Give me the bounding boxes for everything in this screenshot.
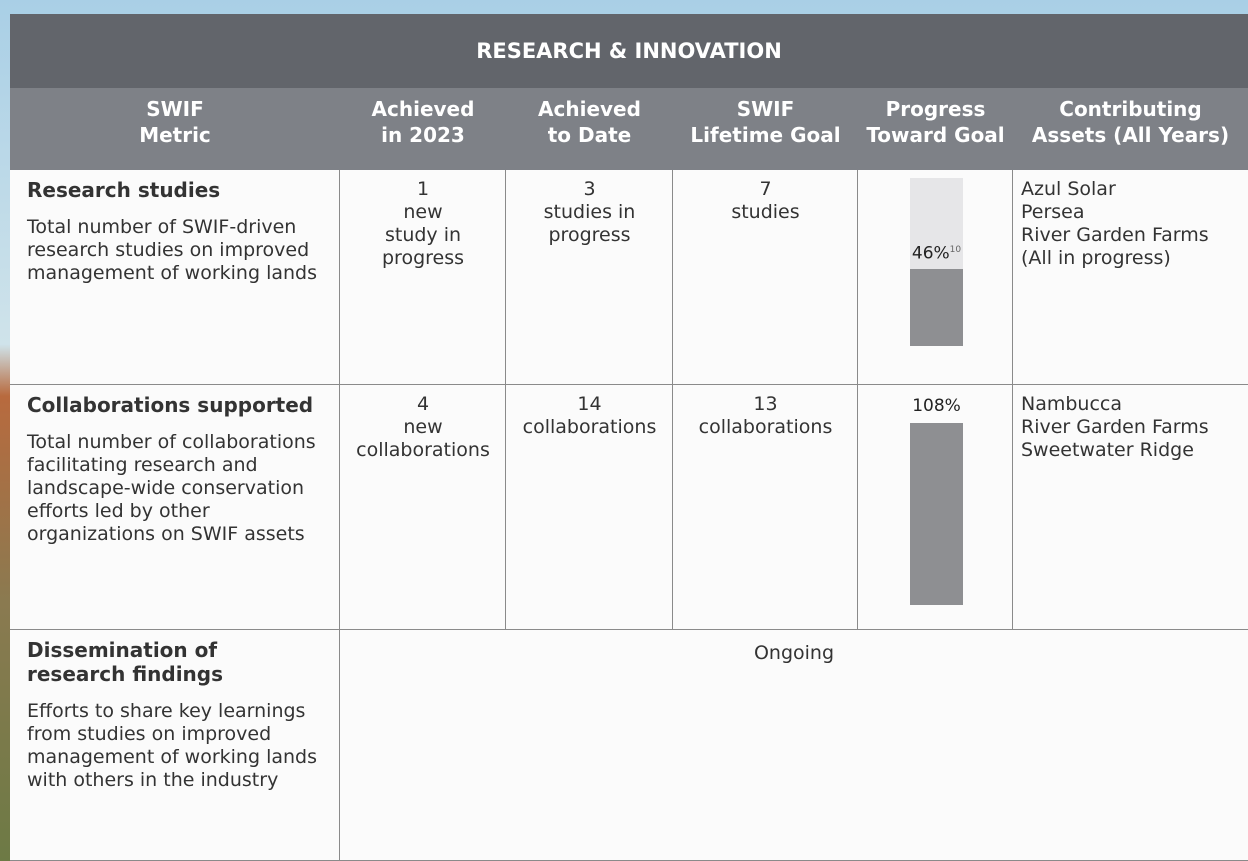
achieved-to-date-line: 14 — [577, 393, 602, 415]
column-header-line: Progress — [885, 97, 986, 121]
achieved-to-date: 3 studies in progress — [514, 178, 665, 247]
achieved-2023-line: collaborations — [356, 439, 490, 461]
column-header: Contributing Assets (All Years) — [1013, 96, 1248, 148]
cell — [340, 385, 506, 630]
progress-bar — [910, 268, 963, 346]
progress-bar — [910, 423, 963, 605]
lifetime-goal: 13 collaborations — [681, 393, 850, 439]
contributing-assets-line: Sweetwater Ridge — [1021, 439, 1194, 461]
metric-description: Total number of collaborations facilitat… — [27, 431, 316, 545]
contributing-assets: Azul Solar Persea River Garden Farms (All i… — [1021, 178, 1240, 270]
metric-cell — [10, 170, 340, 385]
cell — [858, 385, 1013, 630]
column-header-line: Lifetime Goal — [690, 123, 841, 147]
achieved-to-date-line: progress — [548, 224, 631, 246]
column-header-line: Metric — [139, 123, 211, 147]
contributing-assets-line: River Garden Farms — [1021, 416, 1209, 438]
achieved-2023-line: 1 — [416, 178, 430, 200]
lifetime-goal-line: studies — [731, 201, 800, 223]
column-header-line: SWIF — [146, 97, 204, 121]
achieved-2023-line: progress — [381, 247, 465, 269]
achieved-2023-line: 4 — [416, 393, 430, 415]
cell — [673, 385, 858, 630]
achieved-2023: 4 new collaborations — [348, 393, 498, 462]
column-header-line: Contributing — [1059, 97, 1202, 121]
column-header: Achieved to Date — [506, 96, 673, 148]
footnote: 10 — [949, 244, 962, 255]
column-header-line: Achieved — [371, 97, 475, 121]
contributing-assets-line: Nambucca — [1021, 393, 1123, 415]
column-header-line: to Date — [547, 123, 632, 147]
cell — [858, 170, 1013, 385]
contributing-assets-line: Persea — [1021, 201, 1085, 223]
cell — [506, 170, 673, 385]
result: Ongoing — [753, 642, 835, 664]
achieved-to-date-line: studies in — [543, 201, 636, 223]
metric-name: Collaborations supported — [27, 393, 314, 417]
lifetime-goal-line: collaborations — [698, 416, 833, 438]
lifetime-goal-line: 7 — [759, 178, 772, 200]
metric-name: Dissemination of research findings — [27, 638, 224, 686]
lifetime-goal: 7 studies — [681, 178, 850, 224]
metric-name: Research studies — [27, 178, 221, 202]
metric-cell — [10, 385, 340, 630]
achieved-2023-line: new — [403, 416, 443, 438]
achieved-2023-line: new — [403, 201, 443, 223]
progress-label-text: 46% — [911, 243, 950, 264]
contributing-assets-line: Azul Solar — [1021, 178, 1116, 200]
column-header-line: Achieved — [538, 97, 641, 121]
progress-label-text: 108% — [912, 396, 961, 416]
achieved-2023: 1 new study in progress — [348, 178, 498, 270]
contributing-assets: Nambucca River Garden Farms Sweetwater Rid… — [1021, 393, 1240, 462]
achieved-to-date: 14 collaborations — [514, 393, 665, 439]
column-header-line: SWIF — [736, 97, 795, 121]
achieved-2023-line: study in — [384, 224, 462, 246]
contributing-assets-line: (All in progress) — [1021, 247, 1171, 269]
lifetime-goal-line: 13 — [753, 393, 778, 415]
progress-label: 108% — [878, 395, 995, 418]
cell — [673, 170, 858, 385]
column-header-line: Assets (All Years) — [1031, 123, 1230, 147]
column-header: Progress Toward Goal — [858, 96, 1013, 148]
column-header-line: Toward Goal — [866, 123, 1005, 147]
achieved-to-date-line: collaborations — [522, 416, 657, 438]
achieved-to-date-line: 3 — [583, 178, 596, 200]
metric-description: Efforts to share key learnings from stud… — [27, 700, 317, 791]
metric-description: Total number of SWIF-driven research stu… — [27, 216, 317, 284]
column-header-line: in 2023 — [381, 123, 465, 147]
cell — [506, 385, 673, 630]
cell — [340, 170, 506, 385]
column-header: SWIF Lifetime Goal — [673, 96, 858, 148]
column-header: SWIF Metric — [10, 96, 340, 148]
contributing-assets-line: River Garden Farms — [1021, 224, 1209, 246]
progress-label: 46%10 — [878, 239, 995, 266]
column-header: Achieved in 2023 — [340, 96, 506, 148]
table-title: RESEARCH & INNOVATION — [10, 14, 1248, 88]
header-row — [10, 88, 1248, 170]
